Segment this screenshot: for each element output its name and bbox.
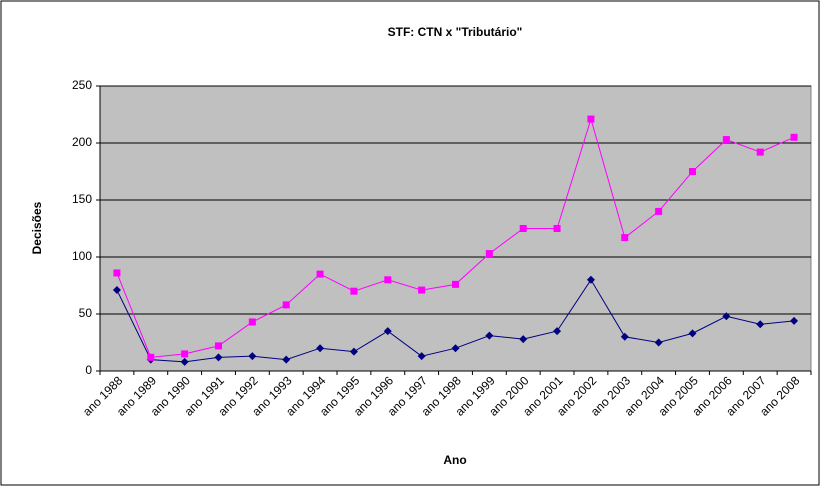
y-tick-label: 0 bbox=[85, 363, 92, 377]
marker bbox=[689, 168, 696, 175]
y-tick-label: 100 bbox=[72, 249, 92, 263]
marker bbox=[485, 250, 493, 258]
marker bbox=[316, 270, 324, 278]
marker bbox=[417, 352, 426, 361]
marker bbox=[349, 347, 358, 356]
y-tick-label: 250 bbox=[72, 78, 92, 92]
y-tick-label: 50 bbox=[79, 306, 93, 320]
marker bbox=[181, 350, 189, 358]
marker bbox=[722, 136, 730, 144]
marker bbox=[553, 225, 561, 232]
marker bbox=[180, 357, 189, 366]
marker bbox=[282, 355, 291, 364]
marker bbox=[586, 275, 595, 284]
marker bbox=[147, 353, 155, 361]
marker bbox=[790, 133, 798, 141]
marker bbox=[519, 335, 528, 344]
marker bbox=[384, 276, 392, 284]
marker bbox=[215, 342, 222, 350]
marker bbox=[621, 234, 629, 242]
marker bbox=[620, 332, 629, 341]
marker bbox=[452, 280, 459, 288]
y-tick-label: 150 bbox=[72, 192, 92, 206]
marker bbox=[722, 312, 731, 321]
marker bbox=[451, 344, 460, 353]
y-tick-label: 200 bbox=[72, 135, 92, 149]
marker bbox=[756, 320, 765, 329]
y-axis-label: Decisões bbox=[30, 201, 44, 254]
marker bbox=[519, 225, 527, 232]
marker bbox=[383, 327, 392, 336]
chart-title: STF: CTN x "Tributário" bbox=[388, 25, 523, 39]
marker bbox=[418, 286, 426, 294]
marker bbox=[756, 148, 764, 156]
marker bbox=[790, 316, 799, 325]
marker bbox=[248, 318, 256, 326]
marker bbox=[485, 331, 494, 340]
marker bbox=[587, 115, 595, 123]
marker bbox=[113, 269, 121, 277]
marker bbox=[553, 327, 562, 336]
marker bbox=[654, 338, 663, 347]
marker bbox=[688, 329, 697, 338]
marker bbox=[248, 352, 257, 361]
marker bbox=[214, 353, 223, 362]
marker bbox=[112, 286, 121, 295]
marker bbox=[316, 344, 325, 353]
marker bbox=[282, 301, 290, 309]
marker bbox=[350, 287, 358, 295]
marker bbox=[655, 207, 663, 215]
plot-area bbox=[99, 85, 812, 372]
x-axis-label: Ano bbox=[443, 453, 466, 467]
